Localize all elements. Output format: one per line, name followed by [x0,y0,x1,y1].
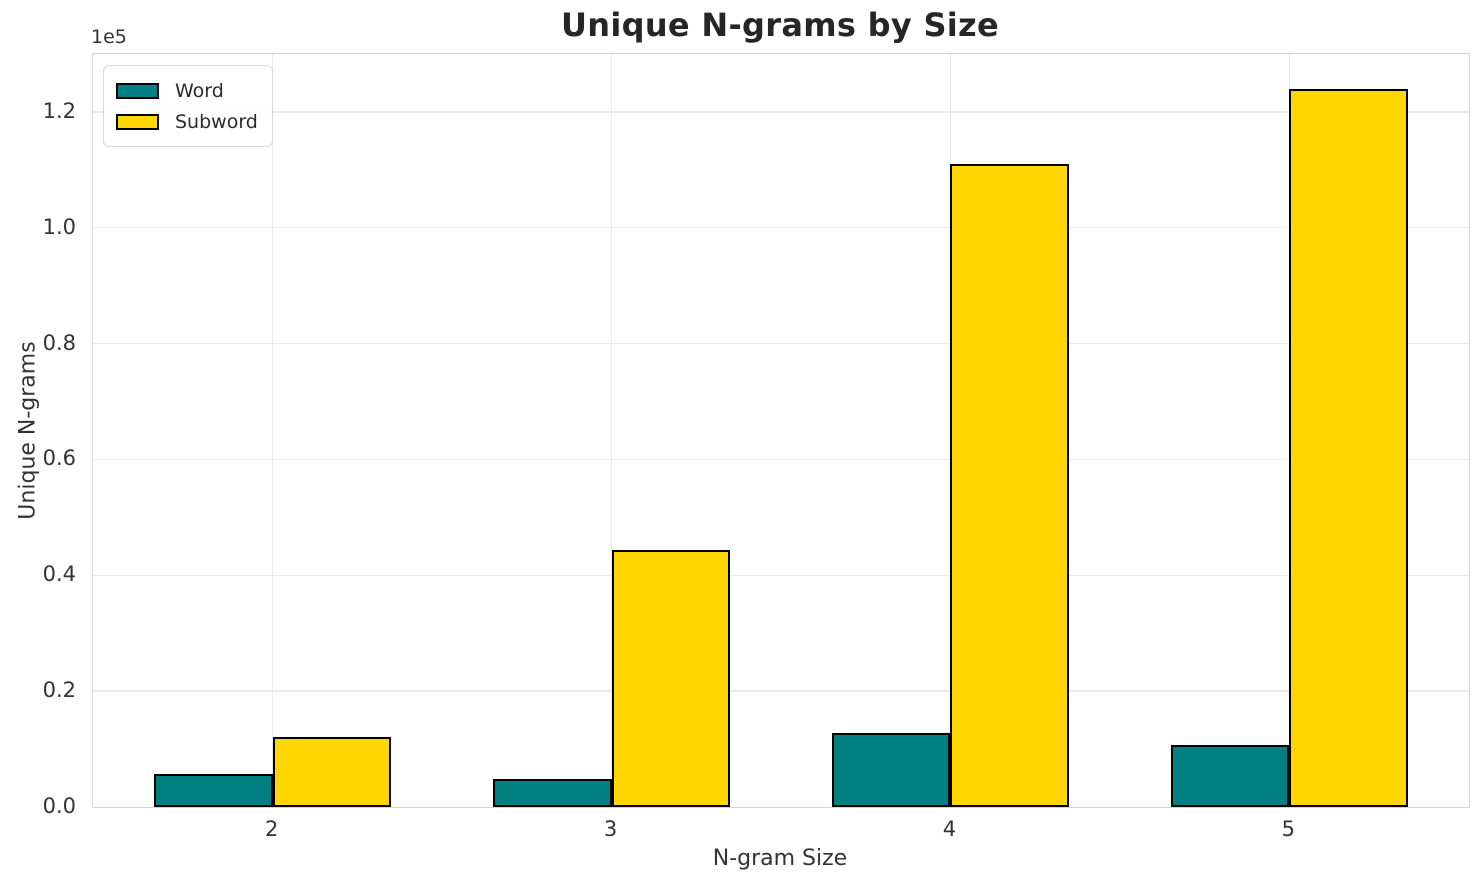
bar-subword-5 [1289,88,1408,807]
y-tick-label: 1.2 [42,98,76,123]
bar-word-2 [154,773,273,807]
legend-label-word: Word [175,79,224,102]
bar-subword-2 [272,736,392,807]
y-tick-label: 0.6 [42,446,76,471]
y-tick-label: 0.0 [42,794,76,818]
h-gridline [93,458,1469,461]
y-tick-label: 0.8 [42,330,76,355]
bar-subword-4 [950,164,1070,807]
x-tick-label: 5 [1281,817,1296,841]
h-gridline [93,574,1469,576]
legend: Word Subword [103,65,273,147]
y-tick-label: 0.2 [42,678,76,703]
subword-series-swatch [116,113,159,130]
h-gridline [93,690,1469,692]
v-gridline [610,54,613,807]
y-tick-label: 0.4 [42,562,76,587]
x-tick-label: 4 [942,817,957,841]
y-axis-label: Unique N-grams [15,341,41,520]
legend-item-word: Word [116,75,258,106]
chart-title: Unique N-grams by Size [561,6,999,44]
y-tick-label: 1.0 [42,214,76,239]
x-axis-label: N-gram Size [712,846,848,871]
y-axis-offset-text: 1e5 [91,26,127,48]
bar-word-4 [831,733,951,807]
bar-word-3 [492,779,612,807]
x-tick-label: 3 [603,817,618,841]
bar-subword-3 [611,550,731,807]
legend-label-subword: Subword [175,110,258,133]
h-gridline [93,111,1469,113]
v-gridline [949,54,952,807]
plot-area: Word Subword [92,53,1470,808]
legend-item-subword: Subword [116,106,258,137]
word-series-swatch [116,82,159,99]
h-gridline [93,342,1469,345]
v-gridline [271,54,274,807]
x-tick-label: 2 [264,817,279,841]
bar-word-5 [1170,745,1290,807]
h-gridline [93,227,1469,229]
